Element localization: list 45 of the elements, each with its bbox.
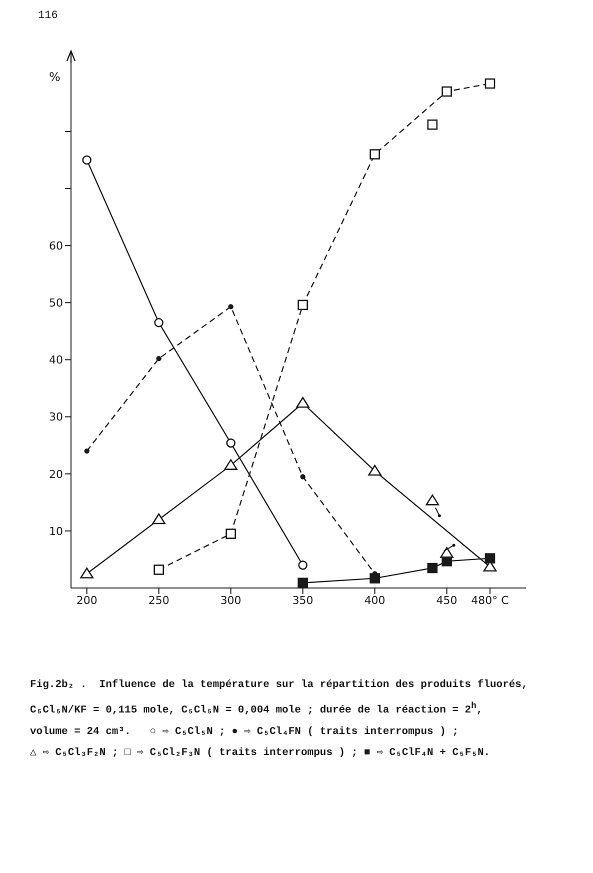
y-tick-label: 60 (49, 240, 63, 253)
text: C₅Cl₅N/KF = 0,115 mole, C₅Cl₅N = 0,004 mole ; durée de la réaction = 2$^{h}$, (30, 700, 484, 718)
point (426, 494, 440, 506)
x-tick-label: 480° C (471, 594, 510, 607)
point (82, 155, 92, 165)
text: 116 (38, 10, 58, 22)
point (370, 149, 380, 160)
point (440, 547, 454, 558)
y-tick-label: 40 (49, 354, 63, 367)
point (298, 578, 308, 588)
x-tick-label: 350 (292, 594, 314, 607)
y-tick-label: 30 (49, 410, 63, 424)
point (80, 568, 94, 578)
point (427, 119, 438, 130)
text: △ ⇨ C₅Cl₃F₂N ; □ ⇨ C₅Cl₂F₃N ( traits interrompus ) ; ■ ⇨ C₅ClF₄N + C₅F₅N. (30, 746, 492, 760)
y-axis-title: % (49, 70, 60, 84)
point (484, 78, 496, 89)
y-tick-label: 50 (49, 296, 63, 310)
text: volume = 24 cm³. ○ ⇨ C₅Cl₅N ; ● ⇨ C₅Cl₄FN ( traits interrompus ) ; (30, 724, 460, 740)
x-tick-label: 400 (364, 594, 386, 607)
point (427, 562, 438, 574)
point (442, 86, 452, 97)
point (296, 396, 310, 408)
point (226, 438, 236, 448)
point (298, 560, 308, 570)
point (226, 528, 236, 539)
text: Fig.2b₂ . Influence de la température sur la répartition des produits fluorés, (30, 678, 529, 693)
point (298, 300, 308, 310)
point (484, 553, 496, 564)
point (156, 356, 162, 362)
point (152, 513, 166, 524)
y-tick-label: 20 (49, 468, 63, 481)
point (228, 304, 234, 310)
x-tick-label: 250 (148, 594, 170, 607)
x-tick-label: 300 (220, 594, 242, 607)
y-tick-label: 10 (49, 524, 63, 538)
x-tick-label: 200 (76, 594, 98, 607)
point (300, 474, 306, 480)
point (483, 560, 497, 572)
x-tick-label: 450 (436, 594, 458, 607)
point (84, 448, 90, 454)
point (224, 459, 238, 470)
point (154, 318, 164, 328)
point (368, 464, 382, 476)
point (154, 564, 164, 575)
